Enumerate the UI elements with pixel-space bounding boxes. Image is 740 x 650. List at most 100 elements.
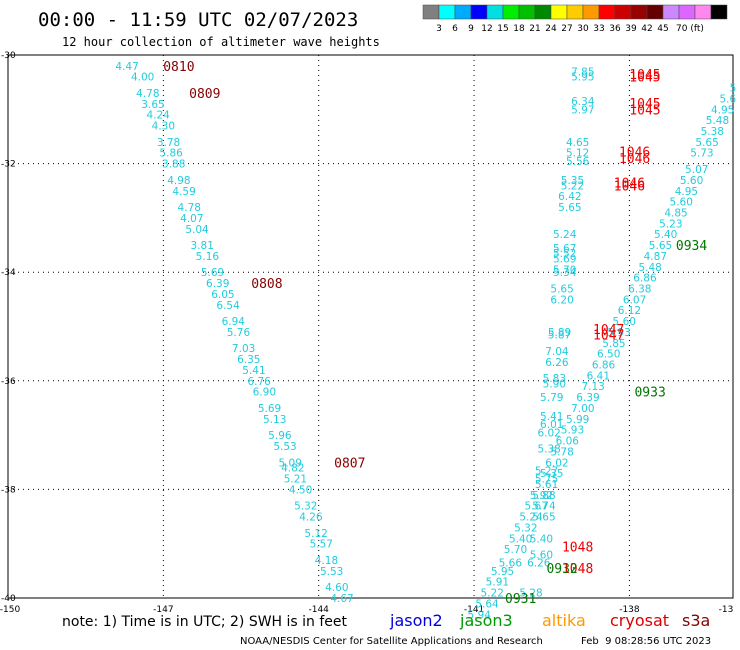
scale-swatch-8 — [550, 4, 568, 20]
y-tick-label-4: -38 — [1, 485, 16, 495]
color-scale-labels: 3 6 9 12 15 18 21 24 27 30 33 36 39 42 45 70 (ft) — [436, 24, 704, 34]
swh-point-cryosat-15: 5.70 — [553, 264, 576, 276]
swh-point-s3a-40: 5.53 — [320, 566, 343, 578]
satellite-jason3: jason3 — [459, 611, 513, 630]
swh-point-cryosat-34: 5.65 — [532, 512, 555, 524]
swh-point-jason3-34: 6.02 — [545, 457, 568, 469]
y-tick-label-5: -40 — [1, 594, 16, 604]
time-label-18: 0932 — [546, 562, 577, 577]
swh-point-jason3-9: 4.95 — [675, 186, 698, 198]
swh-point-jason3-11: 4.85 — [664, 207, 687, 219]
swh-point-cryosat-20: 5.87 — [548, 330, 571, 342]
swh-point-cryosat-22: 6.26 — [545, 357, 569, 369]
swh-point-cryosat-16: 5.34 — [553, 267, 577, 279]
scale-swatch-2 — [454, 4, 472, 20]
x-tick-label-5: -13 — [719, 605, 734, 615]
swh-point-s3a-41: 4.60 — [325, 582, 348, 594]
scale-label-11: 36 — [609, 24, 621, 34]
swh-point-jason3-4: 5.38 — [701, 126, 724, 138]
swh-point-jason3-14: 5.65 — [649, 240, 672, 252]
swh-point-cryosat-35: 5.40 — [530, 533, 553, 545]
swh-point-jason3-41: 5.40 — [509, 533, 532, 545]
scale-swatch-14 — [646, 4, 664, 20]
swh-point-cryosat-30: 5.27 — [535, 465, 558, 477]
swh-point-s3a-6: 3.78 — [157, 137, 180, 149]
swh-point-s3a-0: 4.47 — [115, 61, 138, 73]
scale-label-7: 24 — [545, 24, 557, 34]
swh-point-cryosat-29: 5.38 — [537, 444, 560, 456]
time-label-11: 1046 — [614, 179, 645, 194]
axis-ticks: -150 -147 -144 -141 -138 -13 -30 -32 -34 -36 -38 -4… — [0, 51, 733, 615]
swh-point-jason3-46: 5.22 — [481, 588, 504, 600]
scale-label-13: 42 — [641, 24, 652, 34]
scale-label-9: 30 — [577, 24, 589, 34]
swh-point-s3a-30: 5.53 — [273, 441, 296, 453]
swh-point-s3a-18: 6.05 — [211, 289, 234, 301]
time-label-2: 0808 — [251, 277, 282, 292]
wave-height-points: 4.474.004.783.654.244.303.785.863.884.98… — [115, 61, 736, 621]
time-label-8: 1046 — [619, 146, 650, 161]
swh-point-cryosat-6: 5.56 — [566, 156, 590, 168]
swh-point-jason3-45: 5.91 — [486, 577, 509, 589]
swh-point-jason3-31: 5.93 — [561, 425, 584, 437]
swh-point-jason3-40: 5.32 — [514, 522, 537, 534]
time-label-17: 0933 — [634, 386, 665, 401]
y-tick-label-2: -34 — [1, 268, 16, 278]
swh-point-jason3-19: 6.07 — [623, 294, 646, 306]
swh-point-jason3-2: 4.95 — [711, 104, 734, 116]
satellite-legend: jason2 jason3 altika cryosat s3a — [389, 611, 710, 630]
time-label-13: 1047 — [593, 329, 624, 344]
swh-point-jason3-10: 5.60 — [670, 197, 693, 209]
swh-point-jason3-12: 5.23 — [659, 218, 682, 230]
swh-point-jason3-27: 7.13 — [581, 381, 604, 393]
swh-point-s3a-38: 5.57 — [310, 539, 333, 551]
chart-subtitle: 12 hour collection of altimeter wave hei… — [62, 35, 380, 49]
swh-point-s3a-24: 5.41 — [242, 365, 265, 377]
swh-point-s3a-29: 5.96 — [268, 430, 292, 442]
swh-point-cryosat-36: 5.60 — [530, 550, 553, 562]
scale-label-0: 3 — [436, 24, 442, 34]
swh-point-cryosat-7: 5.35 — [561, 175, 584, 187]
swh-point-s3a-23: 6.35 — [237, 354, 260, 366]
swh-point-s3a-12: 4.07 — [180, 213, 203, 225]
satellite-altika: altika — [542, 611, 586, 630]
scale-label-5: 18 — [513, 24, 525, 34]
swh-point-jason3-39: 5.24 — [519, 512, 543, 524]
swh-point-s3a-25: 6.76 — [247, 376, 271, 388]
swh-point-jason3-38: 5.67 — [525, 501, 548, 513]
scale-swatch-18 — [710, 4, 728, 20]
scale-swatch-6 — [518, 4, 536, 20]
scale-label-4: 15 — [497, 24, 508, 34]
swh-point-cryosat-26: 5.41 — [540, 411, 563, 423]
swh-point-cryosat-18: 6.20 — [550, 294, 573, 306]
y-tick-label-1: -32 — [1, 160, 16, 170]
swh-point-cryosat-33: 5.74 — [532, 501, 556, 513]
time-label-1: 0809 — [189, 87, 220, 102]
swh-point-s3a-34: 4.50 — [289, 484, 312, 496]
swh-point-jason3-5: 5.65 — [695, 137, 718, 149]
lat-lon-grid — [8, 55, 733, 598]
swh-point-cryosat-23: 5.83 — [543, 373, 566, 385]
time-label-3: 0807 — [334, 456, 365, 471]
scale-label-15: 70 (ft) — [676, 24, 704, 34]
scale-swatch-16 — [678, 4, 696, 20]
swh-point-jason3-29: 7.00 — [571, 403, 594, 415]
swh-point-s3a-7: 5.86 — [159, 148, 183, 160]
swh-point-jason3-17: 6.86 — [633, 273, 657, 285]
scale-label-10: 33 — [593, 24, 604, 34]
swh-point-cryosat-8: 5.22 — [561, 180, 584, 192]
time-label-10: 1046 — [614, 177, 645, 192]
swh-point-jason3-20: 6.12 — [618, 305, 641, 317]
scale-swatch-11 — [598, 4, 616, 20]
time-label-7: 1045 — [629, 103, 660, 118]
time-label-4: 1045 — [629, 71, 660, 86]
time-label-5: 1045 — [629, 68, 660, 83]
scale-swatch-1 — [438, 4, 456, 20]
swh-point-s3a-1: 4.00 — [131, 72, 154, 84]
swh-point-jason3-28: 6.39 — [576, 392, 599, 404]
swh-point-jason3-26: 6.41 — [587, 370, 610, 382]
swh-point-jason3-43: 5.66 — [499, 558, 523, 570]
swh-point-s3a-5: 4.30 — [152, 121, 175, 133]
